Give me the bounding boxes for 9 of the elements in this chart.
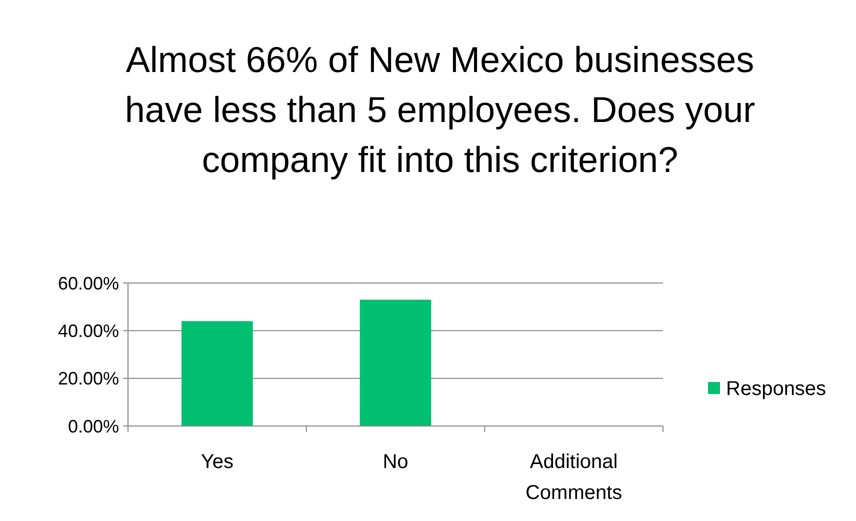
y-tick-label: 20.00% bbox=[58, 368, 119, 389]
y-tick-label: 60.00% bbox=[58, 273, 119, 294]
x-tick-label: No bbox=[382, 451, 408, 473]
y-tick-label: 0.00% bbox=[68, 416, 119, 436]
x-tick-label: Additional Comments bbox=[525, 451, 622, 504]
chart-title: Almost 66% of New Mexico businesses have less than 5 employees. Does your company fit into this criterion? bbox=[124, 39, 756, 180]
x-tick-label: Yes bbox=[200, 451, 234, 473]
legend-label: Responses bbox=[726, 378, 826, 400]
y-tick-label: 40.00% bbox=[58, 320, 119, 341]
